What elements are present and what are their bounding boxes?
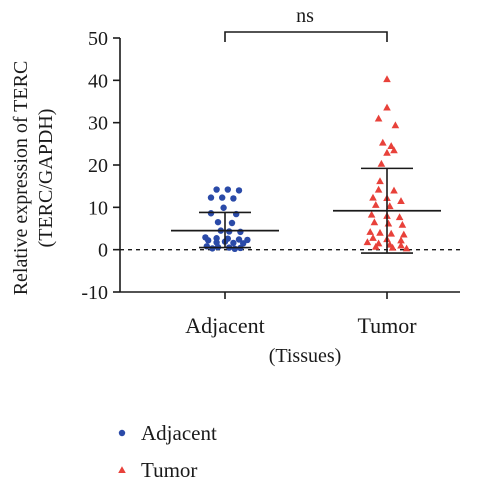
data-point-tumor [395,213,404,221]
data-point-adjacent [230,239,237,247]
data-point-adjacent [219,194,226,201]
data-point-adjacent [209,245,216,252]
data-point-tumor [376,177,384,185]
data-point-tumor [369,234,377,241]
significance-label: ns [296,5,314,27]
data-point-adjacent [203,243,210,250]
data-point-tumor [384,219,393,227]
data-point-adjacent [235,187,243,194]
y-axis-title-line1: Relative expression of TERC [10,61,32,296]
data-point-tumor [390,146,398,154]
data-point-tumor [372,242,380,250]
chart-legend: Adjacent Tumor [118,421,217,482]
data-point-adjacent [237,228,244,236]
x-tick-label: Tumor [357,313,417,338]
data-point-adjacent [207,210,215,217]
x-tick-label: Adjacent [185,313,264,338]
y-tick-label: 50 [88,28,108,50]
data-point-tumor [376,228,384,236]
y-axis-title-line2: (TERC/GAPDH) [35,109,57,248]
data-point-tumor [397,236,405,244]
y-tick-label: -10 [81,282,108,304]
data-point-adjacent [207,194,215,201]
legend-label-tumor: Tumor [141,458,197,482]
data-point-tumor [402,244,411,252]
significance-bracket [224,31,388,42]
data-point-tumor [369,193,377,201]
legend-label-adjacent: Adjacent [141,421,217,445]
data-point-tumor [374,114,383,122]
data-point-adjacent [213,186,220,193]
y-tick-label: 10 [88,197,108,219]
legend-marker-tumor [118,466,126,474]
y-tick-label: 30 [88,113,108,135]
data-point-tumor [366,228,374,235]
x-axis-title: (Tissues) [269,345,342,367]
data-point-tumor [400,230,408,238]
data-point-tumor [391,121,400,129]
data-point-tumor [383,75,391,83]
data-point-tumor [383,148,391,156]
data-point-tumor [379,138,387,146]
data-point-tumor [374,185,383,193]
data-point-tumor [367,210,376,218]
data-point-adjacent [235,236,243,243]
data-point-tumor [370,218,379,226]
chart-marks [171,75,441,254]
data-point-tumor [390,186,398,194]
data-point-tumor [397,197,405,205]
data-point-adjacent [220,204,227,211]
data-point-adjacent [230,195,237,202]
data-point-adjacent [214,218,222,226]
data-point-tumor [398,220,407,228]
data-point-tumor [372,200,380,208]
data-point-adjacent [231,245,238,253]
data-point-tumor [386,202,394,210]
y-tick-label: 0 [98,240,108,262]
data-point-tumor [387,229,395,237]
data-point-adjacent [224,186,231,193]
data-point-tumor [397,241,405,249]
data-point-adjacent [205,237,212,244]
data-point-tumor [388,243,397,251]
y-tick-label: 20 [88,155,108,177]
y-tick-label: 40 [88,70,108,92]
data-point-tumor [387,142,395,149]
data-point-adjacent [240,240,247,247]
data-point-tumor [383,103,391,111]
chart-axes: -10 0 10 20 30 40 50 Adjacent Tumor [81,28,460,338]
data-point-adjacent [228,219,236,227]
data-point-tumor [363,238,372,246]
legend-marker-adjacent [118,429,126,437]
data-point-tumor [377,159,386,167]
